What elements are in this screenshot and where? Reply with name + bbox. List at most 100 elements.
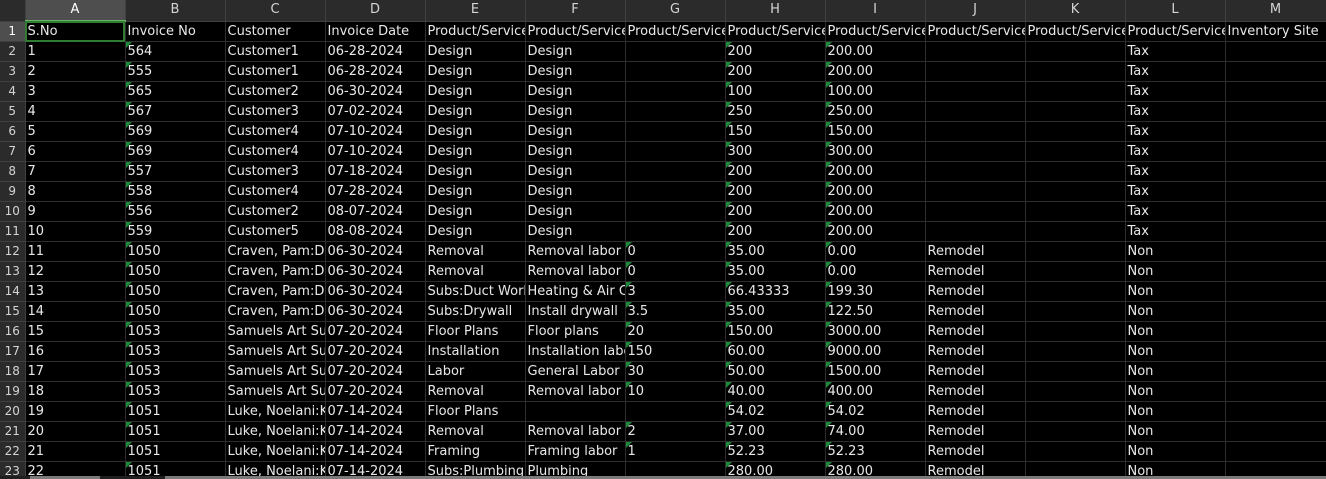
- cell-b16[interactable]: 1053: [125, 321, 226, 342]
- cell-d19[interactable]: 07-20-2024: [325, 381, 426, 402]
- column-header-l[interactable]: L: [1125, 0, 1226, 22]
- cell-h6[interactable]: 150: [725, 121, 826, 142]
- cell-c16[interactable]: Samuels Art Sup: [225, 321, 326, 342]
- cell-d21[interactable]: 07-14-2024: [325, 421, 426, 442]
- cell-m5[interactable]: [1225, 101, 1326, 122]
- cell-m2[interactable]: [1225, 41, 1326, 62]
- cell-l14[interactable]: Non: [1125, 281, 1226, 302]
- cell-c12[interactable]: Craven, Pam:Du: [225, 241, 326, 262]
- cell-f8[interactable]: Design: [525, 161, 626, 182]
- cell-l15[interactable]: Non: [1125, 301, 1226, 322]
- cell-m13[interactable]: [1225, 261, 1326, 282]
- cell-h18[interactable]: 50.00: [725, 361, 826, 382]
- cell-j11[interactable]: [925, 221, 1026, 242]
- row-header[interactable]: 19: [0, 381, 26, 402]
- cell-j12[interactable]: Remodel: [925, 241, 1026, 262]
- cell-k5[interactable]: [1025, 101, 1126, 122]
- cell-d9[interactable]: 07-28-2024: [325, 181, 426, 202]
- cell-a12[interactable]: 11: [25, 241, 126, 262]
- cell-h21[interactable]: 37.00: [725, 421, 826, 442]
- cell-b8[interactable]: 557: [125, 161, 226, 182]
- cell-g3[interactable]: [625, 61, 726, 82]
- cell-d5[interactable]: 07-02-2024: [325, 101, 426, 122]
- cell-m1[interactable]: Inventory Site: [1225, 21, 1326, 42]
- cell-d18[interactable]: 07-20-2024: [325, 361, 426, 382]
- cell-h16[interactable]: 150.00: [725, 321, 826, 342]
- cell-i15[interactable]: 122.50: [825, 301, 926, 322]
- cell-f7[interactable]: Design: [525, 141, 626, 162]
- cell-c6[interactable]: Customer4: [225, 121, 326, 142]
- cell-g22[interactable]: 1: [625, 441, 726, 462]
- cell-j1[interactable]: Product/Service: [925, 21, 1026, 42]
- cell-j20[interactable]: Remodel: [925, 401, 1026, 422]
- cell-d10[interactable]: 08-07-2024: [325, 201, 426, 222]
- cell-l20[interactable]: Non: [1125, 401, 1226, 422]
- cell-f11[interactable]: Design: [525, 221, 626, 242]
- cell-i13[interactable]: 0.00: [825, 261, 926, 282]
- cell-j16[interactable]: Remodel: [925, 321, 1026, 342]
- cell-k11[interactable]: [1025, 221, 1126, 242]
- scrollbar-thumb-left[interactable]: [30, 476, 100, 479]
- cell-k13[interactable]: [1025, 261, 1126, 282]
- cell-e8[interactable]: Design: [425, 161, 526, 182]
- cell-b20[interactable]: 1051: [125, 401, 226, 422]
- cell-h13[interactable]: 35.00: [725, 261, 826, 282]
- cell-m12[interactable]: [1225, 241, 1326, 262]
- cell-j18[interactable]: Remodel: [925, 361, 1026, 382]
- cell-f9[interactable]: Design: [525, 181, 626, 202]
- cell-g2[interactable]: [625, 41, 726, 62]
- cell-f10[interactable]: Design: [525, 201, 626, 222]
- cell-k18[interactable]: [1025, 361, 1126, 382]
- cell-e16[interactable]: Floor Plans: [425, 321, 526, 342]
- cell-g10[interactable]: [625, 201, 726, 222]
- cell-j15[interactable]: Remodel: [925, 301, 1026, 322]
- cell-g20[interactable]: [625, 401, 726, 422]
- cell-f5[interactable]: Design: [525, 101, 626, 122]
- cell-c1[interactable]: Customer: [225, 21, 326, 42]
- row-header[interactable]: 5: [0, 101, 26, 122]
- cell-i19[interactable]: 400.00: [825, 381, 926, 402]
- row-header[interactable]: 4: [0, 81, 26, 102]
- cell-k1[interactable]: Product/Service: [1025, 21, 1126, 42]
- cell-i14[interactable]: 199.30: [825, 281, 926, 302]
- cell-d14[interactable]: 06-30-2024: [325, 281, 426, 302]
- cell-k17[interactable]: [1025, 341, 1126, 362]
- cell-f3[interactable]: Design: [525, 61, 626, 82]
- cell-k19[interactable]: [1025, 381, 1126, 402]
- cell-l6[interactable]: Tax: [1125, 121, 1226, 142]
- cell-e3[interactable]: Design: [425, 61, 526, 82]
- cell-j3[interactable]: [925, 61, 1026, 82]
- cell-f17[interactable]: Installation labo: [525, 341, 626, 362]
- cell-b23[interactable]: 1051: [125, 461, 226, 479]
- cell-a7[interactable]: 6: [25, 141, 126, 162]
- cell-d3[interactable]: 06-28-2024: [325, 61, 426, 82]
- cell-h11[interactable]: 200: [725, 221, 826, 242]
- row-header[interactable]: 12: [0, 241, 26, 262]
- cell-k8[interactable]: [1025, 161, 1126, 182]
- cell-a1[interactable]: S.No: [25, 21, 126, 42]
- cell-b9[interactable]: 558: [125, 181, 226, 202]
- cell-g18[interactable]: 30: [625, 361, 726, 382]
- cell-m23[interactable]: [1225, 461, 1326, 479]
- cell-d1[interactable]: Invoice Date: [325, 21, 426, 42]
- cell-j6[interactable]: [925, 121, 1026, 142]
- cell-d12[interactable]: 06-30-2024: [325, 241, 426, 262]
- cell-m10[interactable]: [1225, 201, 1326, 222]
- cell-l17[interactable]: Non: [1125, 341, 1226, 362]
- cell-h15[interactable]: 35.00: [725, 301, 826, 322]
- column-header-f[interactable]: F: [525, 0, 626, 22]
- cell-c15[interactable]: Craven, Pam:Du: [225, 301, 326, 322]
- column-header-g[interactable]: G: [625, 0, 726, 22]
- cell-j8[interactable]: [925, 161, 1026, 182]
- cell-j4[interactable]: [925, 81, 1026, 102]
- row-header[interactable]: 20: [0, 401, 26, 422]
- cell-a16[interactable]: 15: [25, 321, 126, 342]
- cell-h1[interactable]: Product/Service: [725, 21, 826, 42]
- cell-h12[interactable]: 35.00: [725, 241, 826, 262]
- cell-l7[interactable]: Tax: [1125, 141, 1226, 162]
- cell-e12[interactable]: Removal: [425, 241, 526, 262]
- cell-k15[interactable]: [1025, 301, 1126, 322]
- cell-f15[interactable]: Install drywall: [525, 301, 626, 322]
- cell-d2[interactable]: 06-28-2024: [325, 41, 426, 62]
